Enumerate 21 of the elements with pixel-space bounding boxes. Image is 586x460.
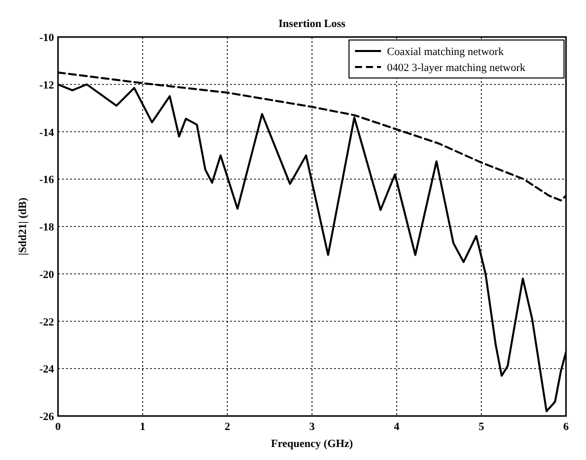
y-tick-label: -24 <box>39 364 54 376</box>
y-tick-label: -22 <box>39 316 54 328</box>
y-tick-label: -20 <box>39 268 54 281</box>
y-axis-title: |Sdd21| (dB) <box>17 197 29 256</box>
x-tick-label: 1 <box>140 421 146 433</box>
y-tick-label: -16 <box>39 174 54 186</box>
x-tick-label: 3 <box>309 421 316 433</box>
y-tick-label: -10 <box>39 32 54 44</box>
legend-label: 0402 3-layer matching network <box>387 62 526 74</box>
legend-label: Coaxial matching network <box>387 46 504 58</box>
chart-title: Insertion Loss <box>278 18 346 30</box>
y-tick-label: -26 <box>39 411 54 423</box>
x-axis-title: Frequency (GHz) <box>271 438 354 450</box>
y-tick-label: -18 <box>39 222 54 234</box>
y-tick-label: -12 <box>39 79 54 92</box>
x-tick-label: 6 <box>563 421 570 433</box>
x-tick-label: 0 <box>55 421 62 433</box>
x-tick-label: 2 <box>224 421 231 433</box>
x-tick-label: 4 <box>394 421 400 433</box>
y-tick-label: -14 <box>39 126 54 139</box>
x-tick-label: 5 <box>478 421 485 433</box>
